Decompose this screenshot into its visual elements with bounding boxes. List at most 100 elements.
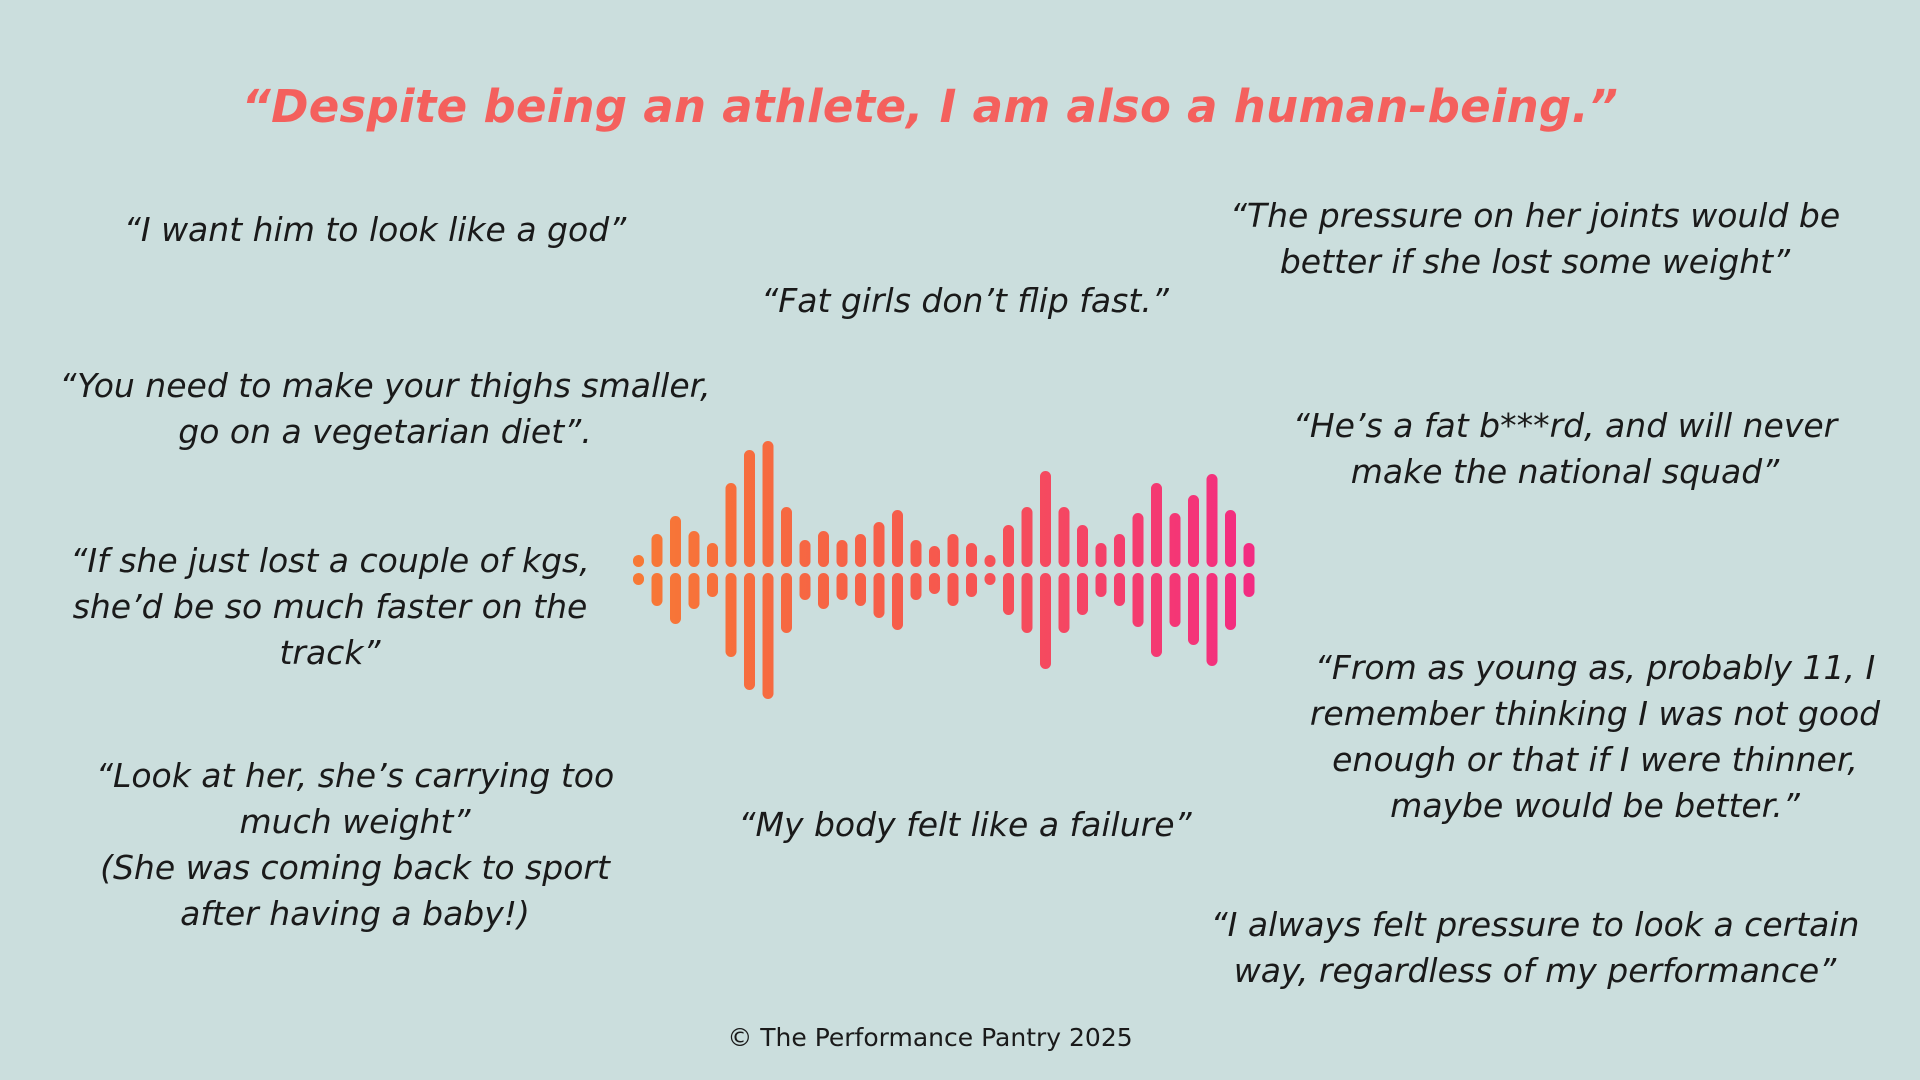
wave-bar-lower <box>688 573 700 609</box>
quote-certain-way: “I always felt pressure to look a certai… <box>1175 902 1895 994</box>
wave-bar-lower <box>762 573 774 699</box>
quote-thighs-smaller: “You need to make your thighs smaller, g… <box>25 363 745 455</box>
wave-bar-upper <box>873 522 885 567</box>
quote-line: remember thinking I was not good <box>1309 694 1881 733</box>
wave-bar-upper <box>892 510 903 567</box>
wave-bar-upper <box>651 534 663 567</box>
wave-bar-upper <box>1095 543 1107 567</box>
wave-bar-upper <box>1114 534 1125 567</box>
quote-line: go on a vegetarian diet”. <box>178 412 592 451</box>
wave-bar-lower <box>1040 573 1051 669</box>
quote-line: “Look at her, she’s carrying too <box>95 756 615 795</box>
wave-bars <box>633 441 1255 699</box>
quote-line: make the national squad” <box>1350 452 1780 491</box>
quote-line: “I want him to look like a god” <box>123 210 627 249</box>
wave-bar-lower <box>892 573 903 630</box>
wave-bar-lower <box>670 573 681 624</box>
wave-bar-upper <box>947 534 959 567</box>
wave-bar-lower <box>855 573 866 606</box>
wave-bar-upper <box>707 543 718 567</box>
wave-bar-upper <box>1021 507 1033 567</box>
quote-body-failure: “My body felt like a failure” <box>665 802 1265 848</box>
wave-bar-lower <box>1114 573 1125 606</box>
wave-bar-upper <box>781 507 792 567</box>
wave-bar-lower <box>984 573 996 585</box>
quote-line: much weight” <box>239 802 471 841</box>
wave-bar-upper <box>984 555 996 567</box>
wave-bar-lower <box>1243 573 1255 597</box>
wave-bar-lower <box>725 573 737 657</box>
quote-line: better if she lost some weight” <box>1279 242 1791 281</box>
wave-bar-lower <box>1225 573 1236 630</box>
quote-look-like-a-god: “I want him to look like a god” <box>75 207 675 253</box>
wave-bar-upper <box>725 483 737 567</box>
wave-bar-lower <box>1003 573 1014 615</box>
wave-bar-lower <box>1095 573 1107 597</box>
wave-bar-lower <box>873 573 885 618</box>
wave-bar-lower <box>836 573 848 600</box>
quote-line: maybe would be better.” <box>1390 786 1800 825</box>
wave-bar-upper <box>1188 495 1199 567</box>
quote-line: “My body felt like a failure” <box>738 805 1192 844</box>
quote-couple-of-kgs: “If she just lost a couple of kgs, she’d… <box>25 538 635 676</box>
wave-bar-upper <box>1151 483 1162 567</box>
wave-bar-upper <box>910 540 922 567</box>
quote-line: “He’s a fat b***rd, and will never <box>1292 406 1838 445</box>
sound-wave-icon <box>633 441 1255 699</box>
quote-line: enough or that if I were thinner, <box>1332 740 1858 779</box>
wave-bar-lower <box>947 573 959 606</box>
wave-bar-lower <box>1169 573 1181 627</box>
wave-bar-lower <box>651 573 663 606</box>
wave-bar-lower <box>1188 573 1199 645</box>
wave-bar-upper <box>688 531 700 567</box>
wave-bar-lower <box>744 573 755 690</box>
wave-bar-upper <box>1243 543 1255 567</box>
wave-bar-lower <box>1021 573 1033 633</box>
wave-bar-upper <box>633 555 644 567</box>
wave-bar-upper <box>762 441 774 567</box>
wave-bar-lower <box>1151 573 1162 657</box>
wave-bar-upper <box>1040 471 1051 567</box>
quote-line: (She was coming back to sport <box>100 848 610 887</box>
wave-bar-upper <box>1169 513 1181 567</box>
wave-bar-lower <box>1132 573 1144 627</box>
wave-bar-upper <box>1077 525 1088 567</box>
wave-bar-upper <box>670 516 681 567</box>
quote-line: track” <box>279 633 381 672</box>
wave-bar-upper <box>799 540 811 567</box>
wave-bar-upper <box>1206 474 1218 567</box>
headline: “Despite being an athlete, I am also a h… <box>241 80 1619 133</box>
wave-bar-lower <box>633 573 644 585</box>
wave-bar-upper <box>929 546 940 567</box>
copyright-footer: © The Performance Pantry 2025 <box>727 1023 1133 1052</box>
wave-bar-lower <box>781 573 792 633</box>
wave-bar-lower <box>1077 573 1088 615</box>
wave-bar-upper <box>966 543 977 567</box>
wave-bar-upper <box>818 531 829 567</box>
wave-bar-upper <box>1225 510 1236 567</box>
quote-national-squad: “He’s a fat b***rd, and will never make … <box>1215 403 1915 495</box>
wave-bar-lower <box>707 573 718 597</box>
wave-bar-lower <box>910 573 922 600</box>
wave-bar-upper <box>1058 507 1070 567</box>
wave-bar-upper <box>1003 525 1014 567</box>
quote-fat-girls: “Fat girls don’t flip fast.” <box>665 278 1265 324</box>
quote-line: “I always felt pressure to look a certai… <box>1210 905 1860 944</box>
quote-young-as-eleven: “From as young as, probably 11, I rememb… <box>1265 645 1920 829</box>
wave-bar-lower <box>1058 573 1070 633</box>
quote-line: “Fat girls don’t flip fast.” <box>761 281 1169 320</box>
wave-bar-lower <box>966 573 977 597</box>
quote-carrying-weight: “Look at her, she’s carrying too much we… <box>35 753 675 937</box>
quote-line: “The pressure on her joints would be <box>1229 196 1841 235</box>
wave-bar-upper <box>1132 513 1144 567</box>
wave-bar-lower <box>929 573 940 594</box>
wave-bar-upper <box>836 540 848 567</box>
quote-pressure-on-joints: “The pressure on her joints would be bet… <box>1185 193 1885 285</box>
quote-line: “If she just lost a couple of kgs, <box>70 541 590 580</box>
wave-bar-upper <box>744 450 755 567</box>
wave-bar-lower <box>1206 573 1218 666</box>
quote-line: “From as young as, probably 11, I <box>1314 648 1876 687</box>
wave-bar-upper <box>855 534 866 567</box>
quote-line: “You need to make your thighs smaller, <box>59 366 711 405</box>
quote-line: way, regardless of my performance” <box>1233 951 1837 990</box>
